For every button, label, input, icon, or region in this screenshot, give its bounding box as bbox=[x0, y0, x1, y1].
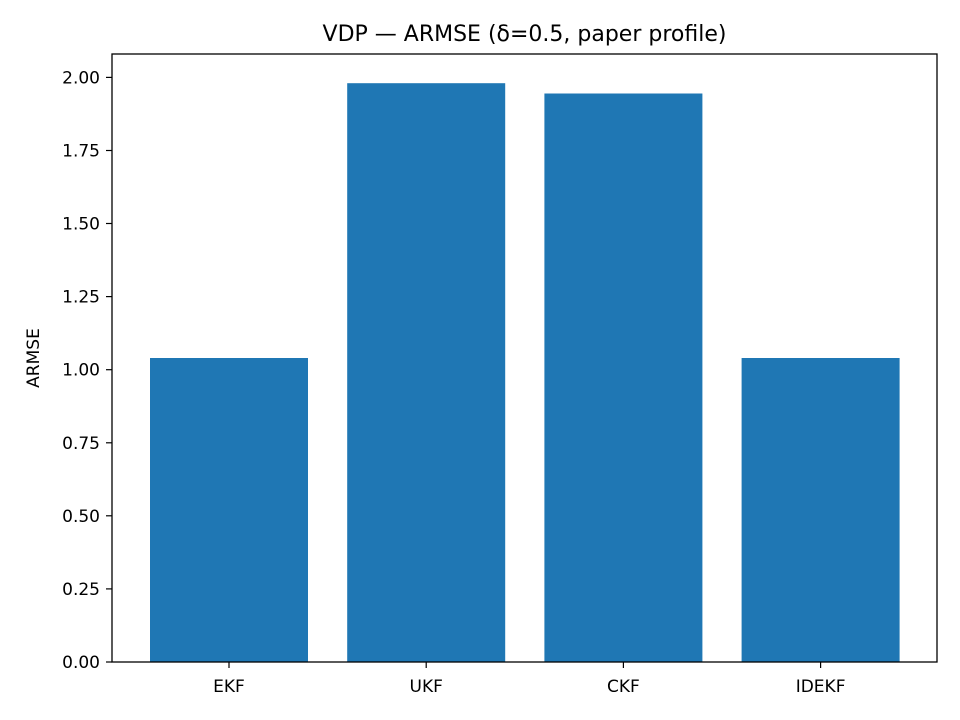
x-tick-label: IDEKF bbox=[796, 677, 846, 697]
y-tick-label: 0.50 bbox=[62, 507, 100, 527]
bar-idekf bbox=[741, 358, 900, 662]
y-tick-label: 0.00 bbox=[62, 653, 100, 673]
y-axis-ticks: 0.00 0.25 0.50 0.75 1.00 1.25 1.50 1.75 2.00 bbox=[62, 68, 112, 673]
y-tick-label: 1.00 bbox=[62, 361, 100, 381]
y-tick-label: 1.25 bbox=[62, 288, 100, 308]
bars-group bbox=[150, 83, 900, 662]
bar-ekf bbox=[150, 358, 308, 662]
x-axis-ticks: EKF UKF CKF IDEKF bbox=[213, 662, 845, 697]
bar-ukf bbox=[347, 83, 506, 662]
y-tick-label: 1.75 bbox=[62, 142, 100, 162]
chart-title: VDP — ARMSE (δ=0.5, paper profile) bbox=[323, 22, 727, 47]
y-tick-label: 0.75 bbox=[62, 434, 100, 454]
x-tick-label: CKF bbox=[607, 677, 640, 697]
x-tick-label: EKF bbox=[213, 677, 245, 697]
bar-ckf bbox=[544, 93, 703, 662]
y-tick-label: 1.50 bbox=[62, 215, 100, 235]
y-tick-label: 0.25 bbox=[62, 580, 100, 600]
plot-frame bbox=[111, 53, 938, 663]
x-tick-label: UKF bbox=[410, 677, 443, 697]
y-axis-label: ARMSE bbox=[24, 328, 44, 388]
y-tick-label: 2.00 bbox=[62, 68, 100, 88]
